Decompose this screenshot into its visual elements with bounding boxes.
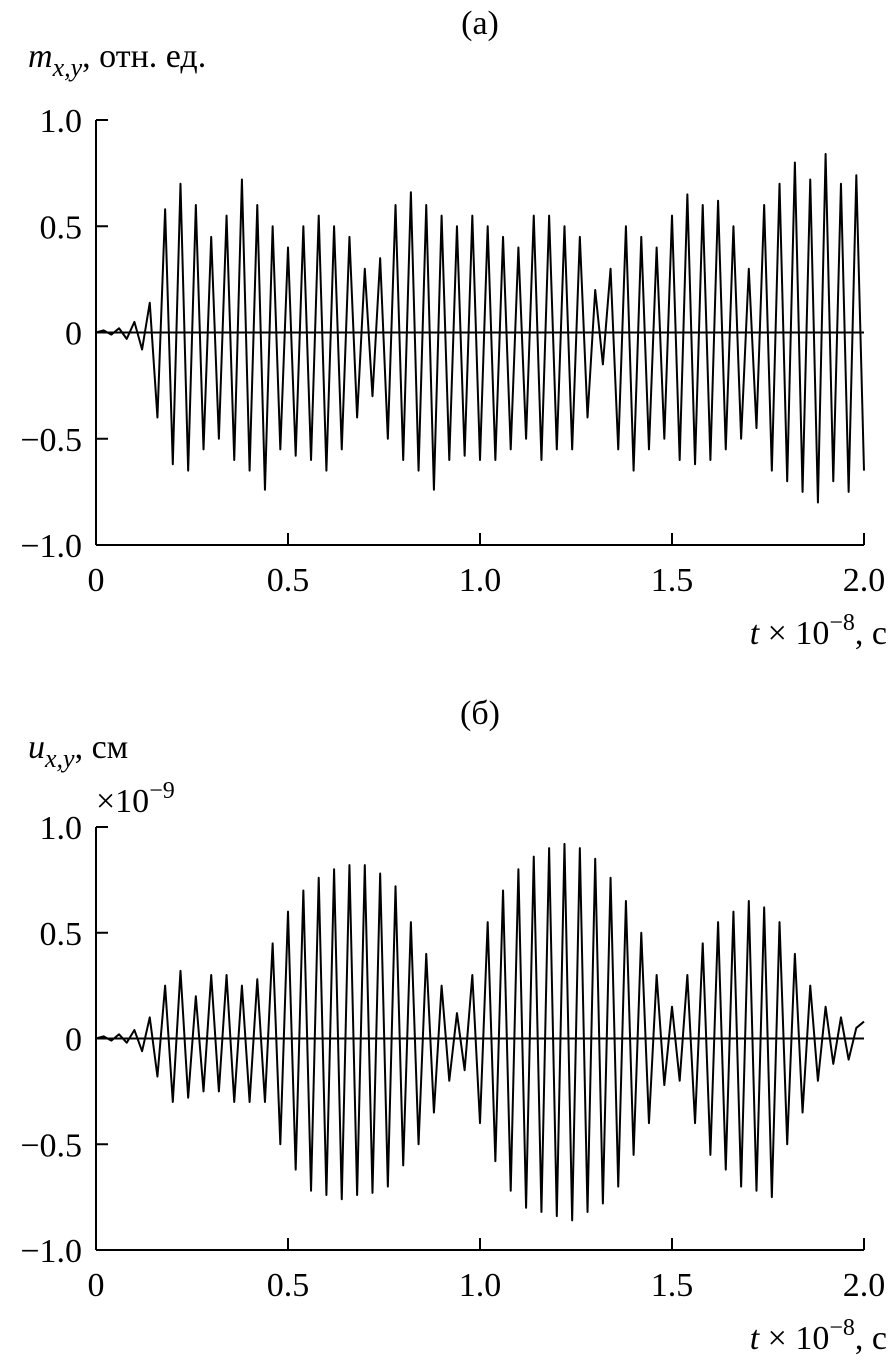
y-tick-label: −0.5 [20,422,82,459]
x-axis-label: t × 10−8, с [750,1315,887,1357]
signal-line [95,153,865,504]
y-tick-label: −1.0 [20,528,82,565]
x-axis-label: t × 10−8, с [750,610,887,652]
y-tick-label: −0.5 [20,1127,82,1164]
y-tick-label: −1.0 [20,1233,82,1270]
x-tick-label: 1.0 [459,562,502,599]
label-part: u [28,729,45,766]
label-part: −9 [149,778,175,804]
label-part: m [28,38,53,75]
x-tick-label: 0.5 [267,562,310,599]
chart-title: (б) [460,695,500,732]
x-tick-label: 1.5 [651,562,694,599]
x-tick-label: 0 [88,562,105,599]
signal-line [95,842,865,1222]
x-tick-label: 2.0 [843,562,886,599]
y-tick-label: 0 [65,316,82,353]
label-part: x,y [52,53,83,82]
label-part: , см [75,729,129,766]
label-part: × 10 [759,615,829,652]
y-tick-label: 0.5 [40,916,83,953]
y-axis-label: ux,y, см [28,729,128,773]
x-tick-label: 0 [88,1267,105,1304]
label-part: ×10 [96,783,149,820]
label-part: , с [855,1320,887,1357]
x-tick-label: 0.5 [267,1267,310,1304]
label-part: t [750,615,761,652]
label-part: x,y [44,744,75,773]
axis-scale: ×10−9 [96,778,175,820]
y-tick-label: 1.0 [40,810,83,847]
label-part: , с [855,615,887,652]
y-tick-label: 0 [65,1022,82,1059]
y-tick-label: 0.5 [40,209,83,246]
y-axis-label: mx,y, отн. ед. [28,38,206,82]
label-part: −8 [829,610,855,636]
x-tick-label: 1.0 [459,1267,502,1304]
chart-title: (a) [461,5,499,42]
label-part: −8 [829,1315,855,1341]
y-tick-label: 1.0 [40,103,83,140]
label-part: t [750,1320,761,1357]
x-tick-label: 1.5 [651,1267,694,1304]
label-part: , отн. ед. [82,38,206,75]
label-part: × 10 [759,1320,829,1357]
x-tick-label: 2.0 [843,1267,886,1304]
